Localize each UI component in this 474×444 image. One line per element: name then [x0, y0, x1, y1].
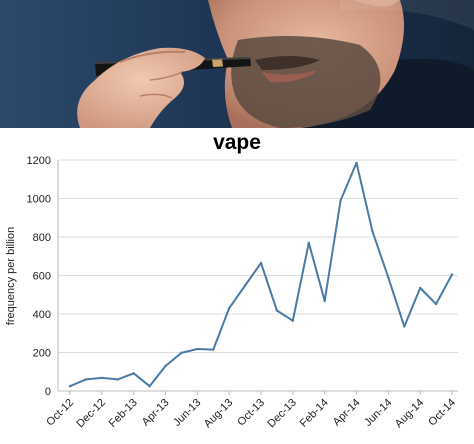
y-tick-label: 1000 [27, 194, 51, 206]
x-tick-label: Jun-13 [171, 397, 203, 429]
x-tick-label: Feb-14 [298, 397, 331, 430]
data-point [164, 364, 167, 368]
y-axis-title: frequency per billion [5, 227, 17, 325]
data-point [339, 199, 342, 202]
data-point [403, 325, 406, 328]
data-point [100, 376, 104, 380]
data-point [196, 347, 199, 351]
data-point [227, 307, 231, 310]
chart-title: vape [213, 131, 261, 154]
y-tick-label: 600 [33, 271, 51, 283]
data-point [148, 384, 151, 388]
x-tick-label: Dec-12 [74, 397, 108, 431]
data-point [418, 286, 422, 290]
data-point [212, 348, 215, 351]
data-point [387, 276, 390, 279]
data-point [371, 230, 374, 233]
y-tick-label: 800 [33, 232, 51, 244]
data-point [84, 378, 88, 381]
x-tick-label: Dec-13 [265, 397, 299, 431]
y-tick-label: 200 [33, 348, 51, 360]
y-tick-labels: 0 200 400 600 800 1000 1200 [27, 155, 51, 398]
data-point [307, 241, 310, 244]
data-point [434, 302, 438, 306]
e-cigarette-photo [0, 0, 474, 128]
x-tick-label: Aug-13 [202, 397, 236, 431]
x-tick-label: Apr-13 [140, 397, 172, 429]
data-point [450, 273, 454, 276]
data-point [132, 372, 135, 375]
data-point [243, 284, 247, 287]
x-tick-label: Oct-12 [44, 397, 76, 429]
y-tick-label: 0 [45, 386, 51, 398]
data-point [291, 319, 295, 322]
series-layer [68, 161, 454, 388]
x-tick-label: Oct-14 [426, 397, 458, 429]
x-tick-label: Feb-13 [107, 397, 140, 430]
x-tick-label: Oct-13 [235, 397, 267, 429]
data-point [116, 378, 119, 381]
data-point [323, 299, 326, 303]
data-point [68, 384, 72, 388]
line-chart: 0 200 400 600 800 1000 1200 Oct-12Dec-12Feb-13… [5, 155, 458, 430]
data-point [275, 309, 279, 312]
x-tick-label: Apr-14 [331, 397, 363, 429]
gridlines [58, 159, 458, 392]
x-tick-label: Aug-14 [393, 397, 427, 431]
x-tick-label: Jun-14 [362, 397, 394, 429]
y-tick-label: 1200 [27, 155, 51, 167]
data-point [180, 351, 183, 355]
data-point [259, 261, 263, 265]
data-point [355, 161, 358, 165]
y-tick-label: 400 [33, 309, 51, 321]
